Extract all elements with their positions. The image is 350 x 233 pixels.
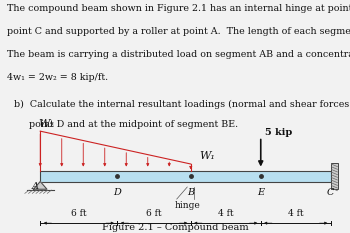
Text: 5 kip: 5 kip bbox=[265, 128, 292, 137]
Text: W₂: W₂ bbox=[38, 119, 54, 129]
Text: The beam is carrying a distributed load on segment AB and a concentrated load at: The beam is carrying a distributed load … bbox=[7, 50, 350, 59]
Text: 4 ft: 4 ft bbox=[288, 209, 303, 218]
Text: 4 ft: 4 ft bbox=[218, 209, 233, 218]
Text: point C and supported by a roller at point A.  The length of each segment is sho: point C and supported by a roller at poi… bbox=[7, 27, 350, 36]
Text: A: A bbox=[32, 182, 38, 191]
Text: The compound beam shown in Figure 2.1 has an internal hinge at point B. It is fi: The compound beam shown in Figure 2.1 ha… bbox=[7, 4, 350, 13]
Text: 6 ft: 6 ft bbox=[71, 209, 86, 218]
Text: C: C bbox=[327, 188, 335, 197]
Bar bbox=[40, 171, 331, 182]
Text: B: B bbox=[187, 188, 194, 197]
Bar bbox=[331, 163, 338, 189]
Text: 4w₁ = 2w₂ = 8 kip/ft.: 4w₁ = 2w₂ = 8 kip/ft. bbox=[7, 73, 108, 82]
Text: b)  Calculate the internal resultant loadings (normal and shear forces and bendi: b) Calculate the internal resultant load… bbox=[14, 100, 350, 109]
Text: Figure 2.1 – Compound beam: Figure 2.1 – Compound beam bbox=[102, 223, 248, 232]
Polygon shape bbox=[34, 182, 47, 189]
Text: D: D bbox=[113, 188, 121, 197]
Text: W₁: W₁ bbox=[199, 151, 215, 161]
Text: 6 ft: 6 ft bbox=[146, 209, 162, 218]
Text: E: E bbox=[257, 188, 264, 197]
Text: point D and at the midpoint of segment BE.: point D and at the midpoint of segment B… bbox=[14, 120, 238, 130]
Text: hinge: hinge bbox=[174, 201, 200, 210]
